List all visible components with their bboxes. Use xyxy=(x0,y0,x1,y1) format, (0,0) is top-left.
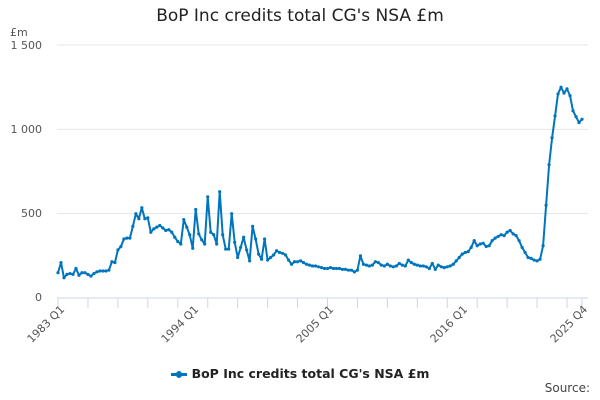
legend-line-marker-icon xyxy=(170,371,187,378)
series-line[interactable] xyxy=(57,86,583,279)
series-markers xyxy=(56,85,584,280)
legend-label: BoP Inc credits total CG's NSA £m xyxy=(191,366,430,381)
y-tick-0: 0 xyxy=(35,291,42,304)
y-tick-1000: 1 000 xyxy=(10,123,43,136)
x-axis xyxy=(57,297,588,308)
y-tick-500: 500 xyxy=(21,207,42,220)
gridlines xyxy=(57,44,588,215)
y-axis-unit-label: £m xyxy=(10,26,28,39)
chart-title: BoP Inc credits total CG's NSA £m xyxy=(156,6,444,26)
y-tick-1500: 1 500 xyxy=(10,39,43,52)
legend[interactable]: BoP Inc credits total CG's NSA £m xyxy=(0,366,600,381)
source-label: Source: xyxy=(544,381,590,395)
